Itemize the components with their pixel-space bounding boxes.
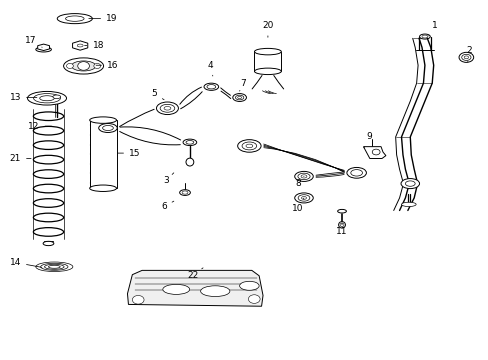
Ellipse shape: [301, 197, 306, 199]
Ellipse shape: [102, 126, 113, 131]
Ellipse shape: [27, 91, 66, 105]
Ellipse shape: [245, 144, 252, 148]
Ellipse shape: [156, 102, 178, 114]
Ellipse shape: [254, 68, 281, 75]
Text: 19: 19: [89, 14, 118, 23]
Text: 7: 7: [239, 79, 246, 91]
Text: 15: 15: [118, 149, 140, 158]
Text: 11: 11: [336, 223, 347, 237]
Bar: [254, 51, 281, 71]
Ellipse shape: [297, 173, 309, 180]
Text: 22: 22: [187, 268, 203, 279]
Ellipse shape: [43, 241, 54, 246]
Ellipse shape: [235, 95, 244, 100]
Ellipse shape: [89, 117, 116, 123]
Ellipse shape: [183, 139, 196, 145]
Circle shape: [66, 63, 73, 68]
Ellipse shape: [339, 223, 343, 226]
Ellipse shape: [182, 191, 187, 194]
Ellipse shape: [200, 286, 229, 297]
Ellipse shape: [40, 96, 54, 101]
Ellipse shape: [71, 61, 96, 71]
Ellipse shape: [301, 175, 306, 178]
Ellipse shape: [57, 14, 92, 24]
Ellipse shape: [400, 179, 419, 189]
Ellipse shape: [254, 48, 281, 55]
Ellipse shape: [463, 56, 468, 59]
Ellipse shape: [239, 281, 259, 290]
Ellipse shape: [350, 170, 362, 176]
Ellipse shape: [338, 222, 345, 228]
Ellipse shape: [421, 35, 427, 38]
Ellipse shape: [206, 85, 215, 89]
Ellipse shape: [185, 140, 193, 144]
Ellipse shape: [65, 16, 84, 21]
Text: 20: 20: [262, 21, 273, 37]
Bar: [89, 120, 116, 188]
Ellipse shape: [294, 171, 313, 181]
Ellipse shape: [337, 210, 346, 213]
Ellipse shape: [34, 94, 61, 103]
Ellipse shape: [242, 142, 256, 150]
Ellipse shape: [163, 284, 189, 294]
Ellipse shape: [237, 96, 241, 99]
Circle shape: [248, 295, 260, 303]
Ellipse shape: [298, 195, 309, 201]
Polygon shape: [38, 44, 49, 50]
Circle shape: [371, 149, 379, 155]
Ellipse shape: [185, 158, 193, 166]
Text: 14: 14: [10, 258, 42, 267]
Text: 2: 2: [465, 46, 470, 62]
Ellipse shape: [89, 185, 116, 192]
Text: 4: 4: [207, 61, 213, 76]
Ellipse shape: [458, 52, 473, 62]
Text: 3: 3: [163, 173, 173, 185]
Ellipse shape: [232, 94, 246, 102]
Circle shape: [78, 62, 89, 70]
Circle shape: [94, 63, 101, 68]
Ellipse shape: [237, 140, 261, 152]
Ellipse shape: [179, 190, 190, 195]
Ellipse shape: [160, 104, 174, 112]
Ellipse shape: [53, 95, 61, 99]
Text: 12: 12: [28, 122, 51, 131]
Ellipse shape: [461, 54, 470, 60]
Ellipse shape: [63, 58, 103, 74]
Text: 16: 16: [96, 61, 119, 70]
Ellipse shape: [77, 44, 83, 47]
Text: 8: 8: [295, 176, 304, 188]
Polygon shape: [127, 270, 263, 306]
Text: 21: 21: [10, 154, 31, 163]
Ellipse shape: [401, 202, 415, 207]
Text: 13: 13: [10, 93, 37, 102]
Text: 6: 6: [161, 201, 174, 211]
Ellipse shape: [203, 83, 218, 90]
Ellipse shape: [346, 167, 366, 178]
Text: 1: 1: [428, 21, 437, 36]
Text: 10: 10: [292, 198, 304, 213]
Polygon shape: [72, 41, 88, 50]
Polygon shape: [363, 147, 385, 158]
Ellipse shape: [163, 107, 170, 110]
Ellipse shape: [36, 47, 51, 52]
Text: 17: 17: [25, 36, 42, 47]
Text: 5: 5: [151, 89, 164, 100]
Ellipse shape: [99, 123, 117, 132]
Ellipse shape: [419, 34, 429, 39]
Circle shape: [132, 296, 144, 304]
Text: 9: 9: [363, 132, 371, 148]
Text: 18: 18: [84, 41, 104, 50]
Ellipse shape: [294, 193, 313, 203]
Ellipse shape: [405, 181, 414, 186]
